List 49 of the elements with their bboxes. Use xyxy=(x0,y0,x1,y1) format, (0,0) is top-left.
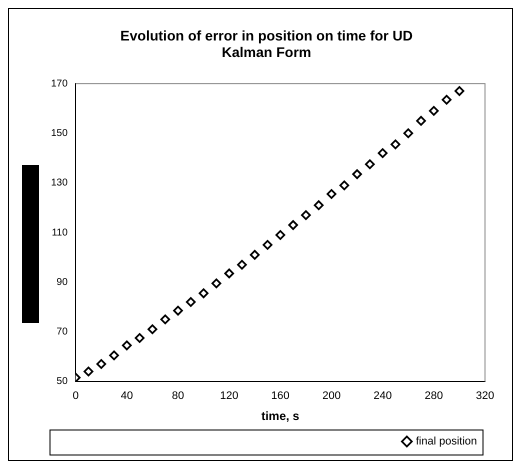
y-tick-label: 70 xyxy=(56,326,68,338)
point xyxy=(250,250,260,260)
x-tick-label: 80 xyxy=(172,390,184,402)
point xyxy=(84,366,94,376)
point xyxy=(442,94,452,105)
legend-label: final position xyxy=(416,436,478,448)
point xyxy=(198,288,208,298)
x-tick-label: 320 xyxy=(476,390,494,402)
point xyxy=(390,140,400,150)
point xyxy=(288,220,298,230)
point xyxy=(186,297,196,307)
point xyxy=(224,268,234,278)
point xyxy=(378,148,388,158)
y-tick-label: 170 xyxy=(50,78,68,90)
point xyxy=(314,200,324,210)
y-tick-label: 130 xyxy=(50,178,68,189)
x-tick-label: 0 xyxy=(72,390,79,402)
point xyxy=(352,169,362,180)
point xyxy=(160,314,170,324)
x-tick-label: 40 xyxy=(120,390,133,402)
point xyxy=(96,359,106,369)
x-tick-label: 240 xyxy=(373,390,392,402)
point xyxy=(173,306,183,316)
x-tick-label: 200 xyxy=(322,390,341,402)
x-axis-title: time, s xyxy=(261,409,300,424)
x-tick-label: 120 xyxy=(220,390,238,402)
point xyxy=(211,278,222,288)
point xyxy=(326,189,336,199)
point xyxy=(364,159,375,170)
x-tick-label: 280 xyxy=(424,390,444,402)
point xyxy=(454,86,464,96)
y-tick-label: 150 xyxy=(50,128,68,139)
point xyxy=(403,128,414,138)
point xyxy=(122,340,132,350)
point xyxy=(134,333,145,343)
x-tick-label: 160 xyxy=(271,390,290,402)
point xyxy=(262,240,272,250)
point xyxy=(428,106,439,116)
chart-title: Evolution of error in position on time for UD Kalman Form xyxy=(120,27,413,60)
point xyxy=(237,260,247,270)
point xyxy=(109,350,119,360)
point xyxy=(339,180,350,190)
y-tick-label: 90 xyxy=(56,276,68,288)
point xyxy=(301,210,311,220)
point xyxy=(148,324,158,334)
y-tick-label: 110 xyxy=(52,227,68,238)
point xyxy=(275,230,286,240)
point xyxy=(416,116,426,126)
y-tick-label: 50 xyxy=(56,376,68,388)
